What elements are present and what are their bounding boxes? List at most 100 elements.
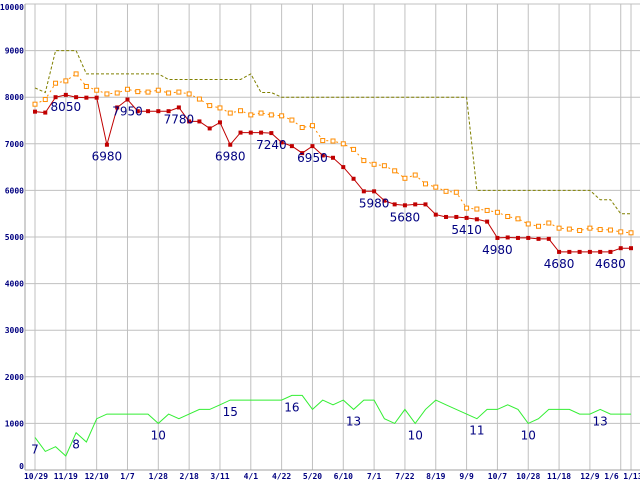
average-point bbox=[124, 86, 130, 92]
x-tick-label: 10/7 bbox=[488, 472, 507, 480]
min-point bbox=[598, 249, 603, 254]
min-point bbox=[536, 236, 541, 241]
average-point bbox=[248, 112, 254, 118]
min-point bbox=[43, 110, 48, 115]
data-label-min: 4680 bbox=[544, 257, 575, 271]
average-point bbox=[618, 229, 624, 235]
y-tick-label: 2000 bbox=[5, 373, 24, 382]
average-point bbox=[577, 227, 583, 233]
data-label-min: 6980 bbox=[215, 150, 246, 164]
average-point bbox=[422, 181, 428, 187]
y-tick-label: 4000 bbox=[5, 280, 24, 289]
min-point bbox=[567, 249, 572, 254]
x-tick-label: 7/22 bbox=[395, 472, 414, 480]
min-point bbox=[331, 155, 336, 160]
average-point bbox=[361, 158, 367, 164]
min-point bbox=[228, 142, 233, 147]
data-label-count: 13 bbox=[593, 414, 608, 428]
x-tick-label: 1/6 bbox=[604, 472, 619, 480]
y-tick-label: 8000 bbox=[5, 93, 24, 102]
average-point bbox=[628, 230, 634, 236]
average-point bbox=[155, 87, 161, 93]
x-tick-label: 12/9 bbox=[580, 472, 599, 480]
series-line-count bbox=[34, 394, 631, 457]
average-point bbox=[412, 172, 418, 178]
average-point bbox=[42, 97, 48, 103]
average-point bbox=[217, 105, 223, 111]
average-point bbox=[94, 87, 100, 93]
min-point bbox=[382, 198, 387, 203]
data-label-min: 6950 bbox=[297, 151, 328, 165]
average-point bbox=[371, 161, 377, 167]
average-point bbox=[104, 91, 110, 97]
x-tick-label: 7/1 bbox=[367, 472, 382, 480]
y-tick-label: 3000 bbox=[5, 326, 24, 335]
min-point bbox=[372, 189, 377, 194]
average-point bbox=[351, 146, 357, 152]
average-point bbox=[402, 175, 408, 181]
average-point bbox=[536, 223, 542, 229]
y-tick-label: 6000 bbox=[5, 186, 24, 195]
min-point bbox=[53, 95, 58, 100]
x-tick-label: 10/29 bbox=[24, 472, 48, 480]
min-point bbox=[464, 215, 469, 220]
data-label-min: 4680 bbox=[595, 257, 626, 271]
min-point bbox=[505, 235, 510, 240]
min-point bbox=[577, 249, 582, 254]
min-point bbox=[269, 131, 274, 136]
min-point bbox=[84, 95, 89, 100]
min-point bbox=[63, 92, 68, 97]
x-tick-label: 8/19 bbox=[426, 472, 445, 480]
min-point bbox=[320, 153, 325, 158]
min-point bbox=[587, 249, 592, 254]
min-point bbox=[248, 130, 253, 135]
average-point bbox=[238, 108, 244, 114]
average-point bbox=[433, 184, 439, 190]
average-point bbox=[114, 90, 120, 96]
min-point bbox=[413, 202, 418, 207]
x-tick-label: 11/18 bbox=[547, 472, 571, 480]
min-point bbox=[74, 95, 79, 100]
average-point bbox=[607, 227, 613, 233]
average-point bbox=[227, 110, 233, 116]
x-tick-label: 4/1 bbox=[244, 472, 259, 480]
average-point bbox=[546, 220, 552, 226]
min-point bbox=[423, 202, 428, 207]
min-point bbox=[361, 189, 366, 194]
data-label-min: 5410 bbox=[451, 223, 482, 237]
average-point bbox=[340, 141, 346, 147]
average-point bbox=[453, 189, 459, 195]
min-point bbox=[433, 212, 438, 217]
series-layer bbox=[32, 50, 634, 457]
min-point bbox=[207, 126, 212, 131]
x-tick-label: 10/28 bbox=[516, 472, 540, 480]
average-point bbox=[443, 188, 449, 194]
data-label-min: 7240 bbox=[256, 138, 287, 152]
average-point bbox=[494, 209, 500, 215]
min-point bbox=[166, 109, 171, 114]
average-point bbox=[53, 80, 59, 86]
min-point bbox=[310, 144, 315, 149]
average-point bbox=[309, 123, 315, 129]
min-point bbox=[341, 165, 346, 170]
x-tick-label: 11/19 bbox=[54, 472, 78, 480]
min-point bbox=[146, 109, 151, 114]
min-point bbox=[392, 202, 397, 207]
min-point bbox=[135, 109, 140, 114]
min-point bbox=[259, 130, 264, 135]
series-line-max bbox=[34, 50, 631, 215]
average-point bbox=[258, 110, 264, 116]
average-point bbox=[381, 163, 387, 169]
x-tick-label: 1/13 bbox=[623, 472, 640, 480]
data-label-min: 5980 bbox=[359, 196, 390, 210]
average-point bbox=[597, 227, 603, 233]
average-point bbox=[464, 205, 470, 211]
y-tick-label: 5000 bbox=[5, 233, 24, 242]
average-point bbox=[32, 101, 38, 107]
average-point bbox=[196, 96, 202, 102]
min-point bbox=[279, 140, 284, 145]
min-point bbox=[444, 214, 449, 219]
data-label-count: 10 bbox=[408, 428, 423, 442]
min-point bbox=[187, 119, 192, 124]
